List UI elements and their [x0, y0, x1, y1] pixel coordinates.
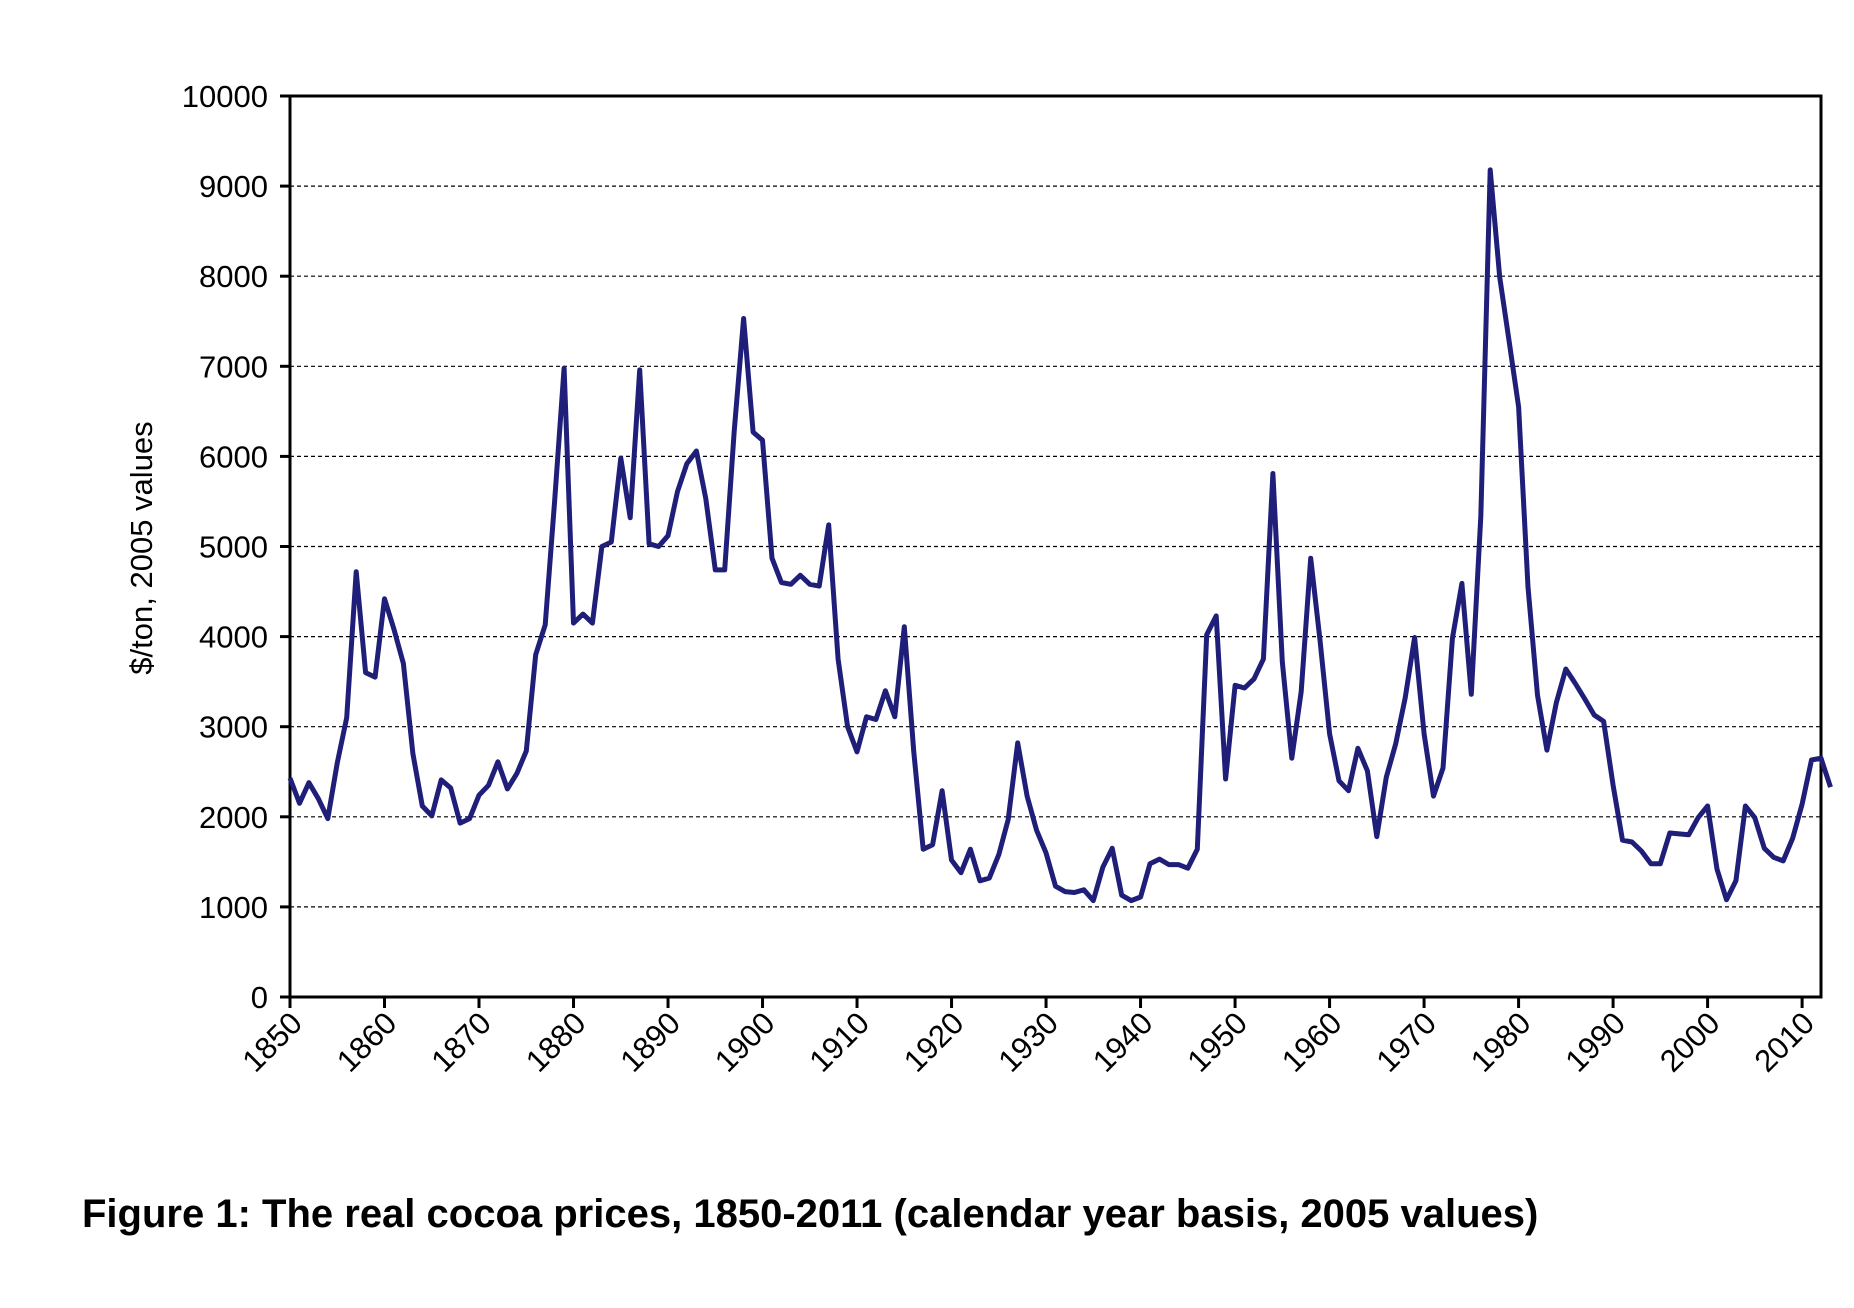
y-tick-label: 0 [251, 980, 268, 1015]
y-tick-label: 6000 [199, 439, 268, 474]
x-tick-label: 1890 [613, 1005, 687, 1079]
x-tick-label: 1930 [991, 1005, 1065, 1079]
x-tick-label: 1990 [1559, 1005, 1633, 1079]
series-line-cocoa-price [287, 167, 1833, 904]
x-tick-label: 1970 [1370, 1005, 1444, 1079]
y-axis: 0 1000 2000 3000 4000 5000 6000 7000 8000 9000 100… [182, 79, 290, 1015]
x-tick-label: 1980 [1464, 1005, 1538, 1079]
y-tick-label: 5000 [199, 530, 268, 565]
x-tick-label: 2000 [1653, 1005, 1727, 1079]
x-tick-label: 1950 [1180, 1005, 1254, 1079]
x-tick-label: 1910 [802, 1005, 876, 1079]
y-tick-label: 10000 [182, 79, 268, 114]
y-tick-label: 2000 [199, 800, 268, 835]
x-tick-label: 1850 [235, 1005, 309, 1079]
x-tick-label: 2010 [1748, 1005, 1822, 1079]
x-tick-label: 1900 [708, 1005, 782, 1079]
y-tick-label: 4000 [199, 620, 268, 655]
y-tick-label: 1000 [199, 890, 268, 925]
x-tick-label: 1880 [519, 1005, 593, 1079]
x-tick-label: 1870 [424, 1005, 498, 1079]
x-tick-label: 1940 [1086, 1005, 1160, 1079]
x-axis: 1850 1860 1870 1880 1890 1900 1910 1920 1930 1940… [235, 997, 1821, 1079]
x-tick-label: 1920 [897, 1005, 971, 1079]
y-tick-label: 9000 [199, 169, 268, 204]
y-tick-label: 8000 [199, 259, 268, 294]
y-tick-label: 7000 [199, 349, 268, 384]
y-axis-title: $/ton, 2005 values [124, 421, 159, 674]
y-tick-label: 3000 [199, 710, 268, 745]
gridlines [290, 185, 1821, 908]
x-tick-label: 1860 [330, 1005, 404, 1079]
x-tick-label: 1960 [1275, 1005, 1349, 1079]
figure-caption: Figure 1: The real cocoa prices, 1850-20… [82, 1192, 1539, 1236]
